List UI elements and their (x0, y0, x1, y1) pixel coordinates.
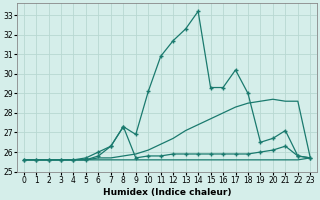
X-axis label: Humidex (Indice chaleur): Humidex (Indice chaleur) (103, 188, 231, 197)
